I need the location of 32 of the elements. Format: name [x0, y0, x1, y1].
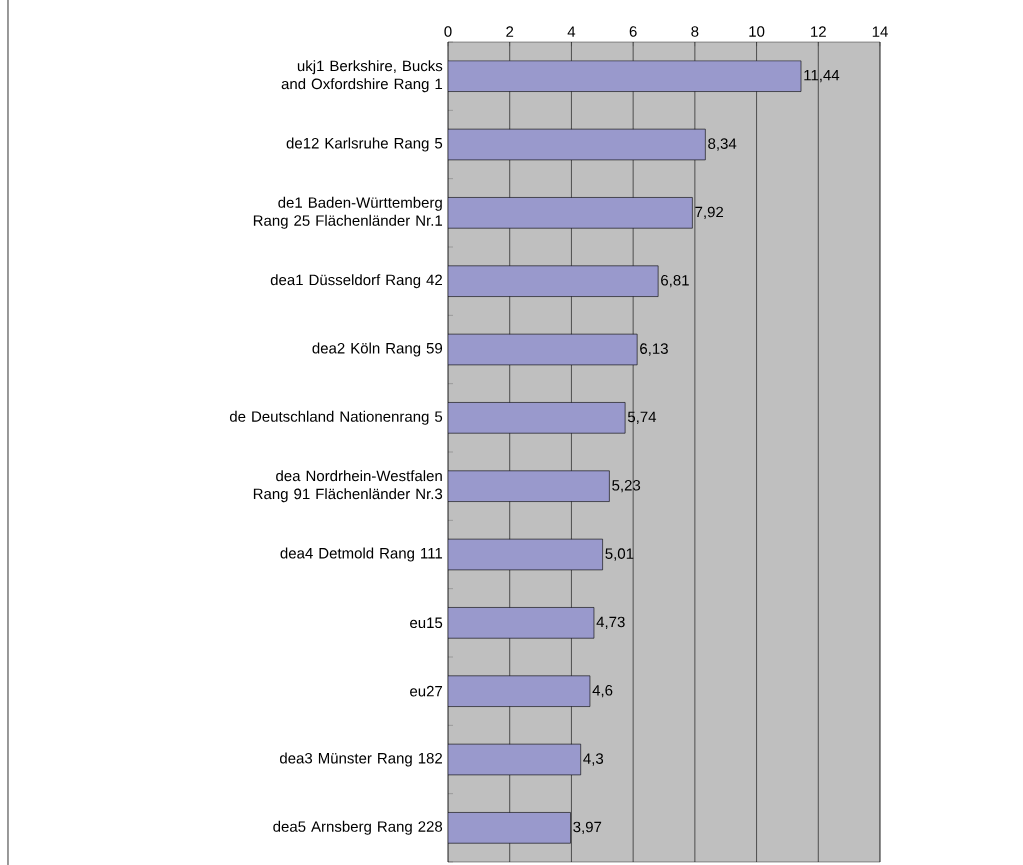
data-label: 4,6: [592, 684, 613, 698]
y-tick-label: dea2 Köln Rang 59: [312, 342, 443, 357]
x-tick-label: 14: [872, 26, 888, 37]
x-tick-label: 6: [629, 26, 637, 37]
y-tick-label: dea Nordrhein-Westfalen Rang 91 Flächenländer Nr.3: [253, 470, 443, 503]
x-tick-label: 0: [444, 26, 452, 37]
data-label: 11,44: [804, 70, 840, 83]
data-label: 3,97: [573, 821, 602, 835]
y-tick-label: de1 Baden-Württemberg Rang 25 Flächenländer Nr.1: [253, 196, 443, 229]
y-tick-label: de12 Karlsruhe Rang 5: [286, 137, 443, 152]
data-label: 5,74: [627, 411, 657, 424]
x-tick-label: 10: [749, 26, 765, 37]
data-label: 8,34: [708, 138, 737, 151]
data-label: 6,81: [661, 274, 689, 288]
x-tick-label: 8: [691, 26, 699, 37]
y-tick-label: dea5 Arnsberg Rang 228: [273, 820, 443, 835]
y-tick-label: eu27: [410, 685, 443, 697]
data-label: 6,13: [640, 343, 668, 356]
data-label: 4,73: [596, 616, 625, 630]
y-tick-label: ukj1 Berkshire, Bucks and Oxfordshire Rang 1: [281, 60, 443, 93]
data-label: 7,92: [695, 206, 724, 220]
data-label: 5,23: [612, 479, 641, 493]
y-tick-label: dea4 Detmold Rang 111: [280, 547, 443, 562]
y-tick-label: de Deutschland Nationenrang 5: [229, 410, 443, 425]
data-label: 5,01: [605, 548, 634, 561]
y-tick-label: dea1 Düsseldorf Rang 42: [270, 274, 442, 289]
y-tick-label: eu15: [410, 617, 443, 629]
data-label: 4,3: [583, 753, 604, 766]
y-tick-label: dea3 Münster Rang 182: [279, 752, 443, 767]
x-tick-label: 2: [506, 26, 514, 37]
x-tick-label: 12: [811, 26, 826, 37]
x-tick-label: 4: [567, 26, 576, 37]
